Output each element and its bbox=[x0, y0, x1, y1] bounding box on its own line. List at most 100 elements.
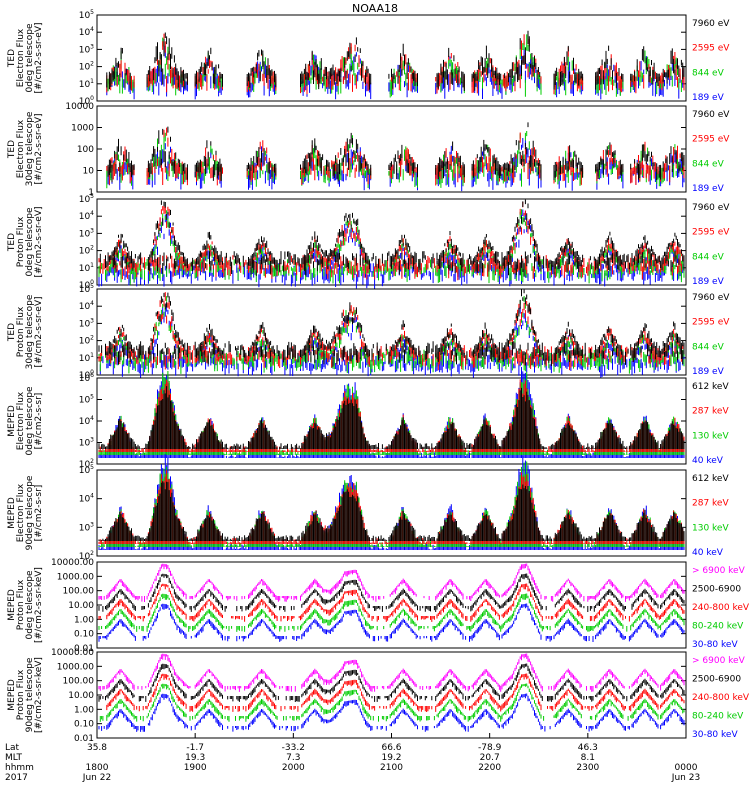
channel-legend-label: 844 eV bbox=[692, 342, 725, 352]
y-tick-label: 104 bbox=[79, 300, 94, 312]
y-axis-label-line: TED bbox=[7, 233, 17, 252]
channel-legend-label: 189 eV bbox=[692, 184, 725, 194]
y-axis-label-line: [#/cm2-s-sr-eV] bbox=[34, 23, 44, 94]
y-tick-label: 10 bbox=[83, 167, 95, 177]
y-axis-label-line: MEPED bbox=[7, 405, 17, 437]
y-tick-label: 104 bbox=[79, 26, 94, 38]
channel-legend-label: 30-80 keV bbox=[692, 730, 738, 740]
channel-legend-label: 287 keV bbox=[692, 407, 729, 417]
x-tick-label: 2100 bbox=[380, 763, 403, 773]
channel-trace bbox=[98, 603, 685, 642]
channel-legend-label: 189 eV bbox=[692, 277, 725, 287]
y-tick-label: 10.00 bbox=[68, 601, 94, 611]
y-tick-label: 105 bbox=[79, 9, 94, 21]
y-axis-label-line: Electron Flux bbox=[16, 28, 26, 87]
y-tick-label: 0.10 bbox=[74, 720, 94, 730]
channel-trace bbox=[98, 663, 685, 702]
y-tick-label: 103 bbox=[79, 227, 94, 239]
y-tick-label: 103 bbox=[79, 521, 94, 533]
y-tick-label: 10000 bbox=[65, 102, 94, 112]
x-tick-label: 2000 bbox=[282, 763, 305, 773]
y-tick-label: 1000.00 bbox=[57, 662, 94, 672]
x-tick-label: Jun 23 bbox=[671, 773, 700, 783]
data-traces bbox=[98, 653, 685, 732]
y-tick-label: 102 bbox=[79, 61, 94, 73]
channel-legend-label: 2595 eV bbox=[692, 135, 730, 145]
x-tick-label: 2300 bbox=[576, 763, 599, 773]
x-axis-row-label: 2017 bbox=[5, 773, 28, 783]
y-tick-label: 103 bbox=[79, 437, 94, 449]
channel-trace bbox=[98, 693, 685, 732]
channel-legend-label: 7960 eV bbox=[692, 110, 730, 120]
x-tick-label: Jun 22 bbox=[82, 773, 111, 783]
y-axis-label: MEPED Electron Flux 90deg telescope [#/cm2-… bbox=[7, 475, 44, 550]
y-axis-label-line: MEPED bbox=[7, 589, 17, 621]
channel-legend-label: 844 eV bbox=[692, 252, 725, 262]
y-axis-label-line: Proton Flux bbox=[16, 669, 26, 720]
x-axis-row-label: hhmm bbox=[5, 763, 34, 773]
y-tick-label: 105 bbox=[79, 283, 94, 295]
y-tick-label: 1.00 bbox=[74, 705, 94, 715]
y-axis-label: TED Proton Flux 30deg telescope [#/cm2-s-sr… bbox=[7, 294, 44, 369]
channel-legend-label: 844 eV bbox=[692, 68, 725, 78]
y-tick-label: 100.00 bbox=[63, 587, 95, 597]
y-tick-label: 103 bbox=[79, 43, 94, 55]
y-tick-label: 104 bbox=[79, 493, 94, 505]
x-tick-label: 7.3 bbox=[286, 753, 300, 763]
y-tick-label: 105 bbox=[79, 394, 94, 406]
x-tick-label: 46.3 bbox=[578, 743, 598, 753]
channel-trace bbox=[106, 30, 685, 91]
x-tick-label: 1800 bbox=[86, 763, 109, 773]
x-tick-label: 0000 bbox=[675, 763, 698, 773]
y-axis-label-line: Proton Flux bbox=[16, 579, 26, 630]
y-tick-label: 0.01 bbox=[74, 644, 94, 654]
channel-trace bbox=[98, 583, 685, 622]
y-tick-label: 101 bbox=[79, 78, 94, 90]
channel-trace bbox=[98, 386, 685, 449]
y-axis-label-line: [#/cm2-s-sr] bbox=[34, 393, 44, 450]
y-axis-label: MEPED Proton Flux 90deg telescope [#/cm2-s-… bbox=[7, 657, 44, 733]
y-axis-label-line: 90deg telescope bbox=[25, 475, 35, 550]
y-axis-label: TED Electron Flux 30deg telescope [#/cm2-s-… bbox=[7, 111, 44, 186]
x-axis-row-label: MLT bbox=[5, 753, 23, 763]
y-axis-label-line: [#/cm2-s-sr] bbox=[34, 485, 44, 542]
channel-legend-label: 240-800 keV bbox=[692, 603, 750, 613]
y-axis-label: MEPED Electron Flux 0deg telescope [#/cm2-s… bbox=[7, 386, 44, 456]
y-tick-label: 0.01 bbox=[74, 734, 94, 744]
channel-trace bbox=[99, 199, 685, 277]
y-tick-label: 100 bbox=[77, 145, 94, 155]
y-axis-label-line: TED bbox=[7, 49, 17, 68]
y-axis-label-line: [#/cm2-s-sr-eV] bbox=[34, 297, 44, 368]
data-traces bbox=[98, 563, 685, 642]
channel-legend-label: 612 keV bbox=[692, 474, 729, 484]
y-tick-label: 102 bbox=[79, 245, 94, 257]
y-tick-label: 102 bbox=[79, 335, 94, 347]
channel-legend-label: 7960 eV bbox=[692, 293, 730, 303]
y-axis-label-line: Electron Flux bbox=[16, 483, 26, 542]
y-axis-label-line: [#/cm2-s-sr-eV] bbox=[34, 114, 44, 185]
y-axis-label-line: Proton Flux bbox=[16, 306, 26, 357]
y-tick-label: 1 bbox=[88, 188, 94, 198]
channel-legend-label: 80-240 keV bbox=[692, 712, 744, 722]
y-tick-label: 0.10 bbox=[74, 630, 94, 640]
y-axis-label-line: 0deg telescope bbox=[25, 570, 35, 640]
x-tick-label: 19.3 bbox=[185, 753, 205, 763]
y-axis-label: TED Electron Flux 0deg telescope [#/cm2-s-s… bbox=[7, 23, 44, 94]
y-tick-label: 106 bbox=[79, 372, 94, 384]
channel-legend-label: 7960 eV bbox=[692, 203, 730, 213]
channel-legend-label: 80-240 keV bbox=[692, 622, 744, 632]
y-tick-label: 105 bbox=[79, 193, 94, 205]
channel-legend-label: 2500-6900 bbox=[692, 675, 741, 685]
panel-8: 0.01 0.10 1.00 10.00 100.00 1000.00 10000.00 ME… bbox=[7, 648, 750, 744]
y-axis-label-line: TED bbox=[7, 323, 17, 342]
y-tick-label: 100.00 bbox=[63, 677, 95, 687]
channel-trace bbox=[98, 653, 685, 692]
y-tick-label: 10.00 bbox=[68, 691, 94, 701]
y-axis-label-line: [#/cm2-s-sr-keV] bbox=[34, 567, 44, 643]
channel-trace bbox=[98, 563, 685, 602]
channel-legend-label: 40 keV bbox=[692, 548, 724, 558]
data-traces bbox=[98, 454, 685, 550]
